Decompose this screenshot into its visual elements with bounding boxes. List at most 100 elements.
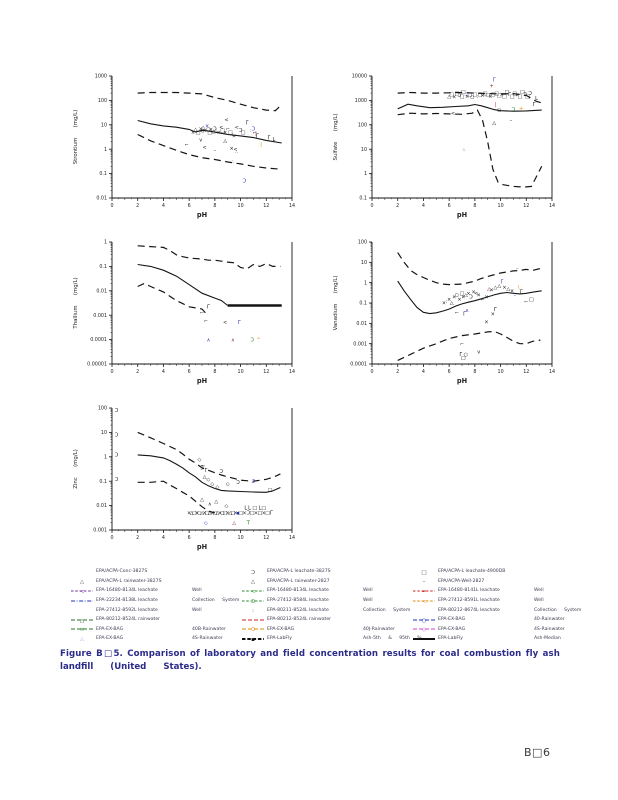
- sulfate-series: [397, 91, 542, 104]
- strontium-data-point: ⌐: [226, 126, 230, 132]
- vanadium-data-point: ○: [464, 352, 468, 358]
- thallium-x-axis-label: pH: [197, 377, 207, 385]
- sulfate-data-point: Γ: [508, 92, 511, 98]
- svg-text:□: □: [421, 570, 426, 576]
- legend-entry-label: EPA-27412-8584L leachate: [267, 598, 329, 604]
- sulfate-data-point: ×: [480, 93, 484, 99]
- strontium-data-point: ∴: [231, 159, 234, 165]
- sulfate-data-point: □: [454, 91, 459, 97]
- vanadium-data-point: Γ: [463, 311, 466, 317]
- strontium-data-point: <: [233, 147, 237, 153]
- legend-column-3: □ EPA/ACPA-L leachate-4900DB – EPA/ACPA-Wel…: [412, 567, 592, 644]
- strontium-data-point: :: [232, 132, 234, 138]
- strontium-data-point: ○: [206, 126, 210, 132]
- sulfate-data-point: :: [477, 94, 479, 100]
- zinc-data-point: △: [190, 511, 194, 517]
- legend-entry: △ EPA-80212-8524L rainwater: [70, 615, 235, 625]
- sulfate-data-point: □: [505, 90, 510, 96]
- sulfate-data-point: ∴: [462, 147, 465, 153]
- thallium-y-axis-label: Thallium (mg/L): [73, 277, 79, 329]
- strontium-data-point: □: [228, 130, 233, 136]
- sulfate-data-point: □: [467, 92, 472, 98]
- strontium-data-point: <: [219, 125, 223, 131]
- zinc-data-point: L: [248, 506, 251, 512]
- svg-text:○: ○: [422, 618, 427, 624]
- sulfate-data-point: ×: [500, 92, 504, 98]
- strontium-data-point: ×: [202, 128, 206, 134]
- legend-entry-site: Collection System: [534, 607, 582, 613]
- vanadium-data-point: Γ: [494, 307, 497, 313]
- vanadium-data-point: ×: [489, 287, 493, 293]
- svg-text:<: <: [251, 589, 256, 595]
- sulfate-series: [397, 109, 543, 188]
- legend-empty-marker: [70, 606, 96, 614]
- zinc-data-point: ×: [218, 511, 222, 517]
- legend-entry: < EPA-16480-8134L leachate Well: [241, 586, 406, 596]
- sulfate-data-point: □: [449, 92, 454, 98]
- svg-text:1: 1: [104, 454, 107, 460]
- zinc-data-point: Ɔ: [200, 466, 204, 472]
- legend-line-marker-icon: [241, 616, 267, 624]
- legend-entry-label: EPA/ACPA-Conc-3827S: [96, 569, 148, 575]
- strontium-y-axis-label: Strontium (mg/L): [73, 110, 79, 165]
- zinc-data-point: Ɔ: [115, 477, 119, 483]
- legend-line-marker-icon: <: [241, 587, 267, 595]
- strontium-data-point: □: [241, 130, 246, 136]
- strontium-data-point: △: [201, 125, 205, 131]
- sulfate-data-point: △: [492, 121, 496, 127]
- strontium-data-point: ⌐: [184, 142, 188, 148]
- svg-text:Ɔ: Ɔ: [251, 570, 255, 576]
- svg-text:10: 10: [498, 203, 504, 209]
- svg-text:10: 10: [238, 535, 244, 541]
- svg-text:10: 10: [361, 147, 367, 153]
- svg-text:0.1: 0.1: [359, 301, 367, 307]
- vanadium-data-point: ⌐: [460, 341, 464, 347]
- strontium-data-point: –: [214, 148, 217, 154]
- sulfate-data-point: +: [489, 83, 493, 89]
- zinc-data-point: Ɔ: [115, 453, 119, 459]
- sulfate-data-point: □: [517, 94, 522, 100]
- thallium-series: [137, 263, 229, 306]
- figure-legend: EPA/ACPA-Conc-3827S △ EPA/ACPA-L rainwater…: [70, 567, 595, 644]
- sulfate-data-point: □: [485, 92, 490, 98]
- zinc-data-point: Γ: [204, 468, 207, 474]
- zinc-data-point: △: [203, 475, 207, 481]
- thallium-data-point: ⌐: [200, 310, 204, 316]
- strontium-data-point: Ɔ: [252, 126, 256, 132]
- sulfate-data-point: □: [525, 94, 530, 100]
- zinc-data-point: △: [200, 511, 204, 517]
- sulfate-data-point: ○: [470, 95, 474, 101]
- svg-text:0.01: 0.01: [96, 503, 107, 509]
- vanadium-data-point: ×: [466, 291, 470, 297]
- legend-entry-label: EPA/ACPA-L rainwater-3827S: [96, 578, 162, 584]
- svg-text:12: 12: [263, 369, 269, 375]
- svg-text:2: 2: [136, 203, 139, 209]
- thallium-data-point: ∧: [231, 337, 235, 343]
- sulfate-data-point: □: [502, 94, 507, 100]
- zinc-data-point: ◇: [215, 484, 219, 490]
- svg-text:0.0001: 0.0001: [90, 337, 107, 343]
- zinc-data-point: L: [244, 506, 247, 512]
- strontium-data-point: ∴: [235, 149, 238, 155]
- sulfate-plot: 10000 1000 100 10 1 0.10 2 4 6 8 10 12 14 Sulfate (mg…: [333, 74, 555, 219]
- strontium-data-point: △: [223, 139, 227, 145]
- vanadium-data-point: ×: [484, 295, 488, 301]
- legend-entry: ○ EPA-EX-BAG 40-Rainwater: [412, 615, 592, 625]
- svg-text:◇: ◇: [422, 627, 427, 633]
- strontium-data-point: ×: [229, 146, 233, 152]
- strontium-data-point: L: [273, 137, 276, 143]
- svg-text:6: 6: [448, 369, 451, 375]
- zinc-data-point: △: [214, 499, 218, 505]
- legend-symbol-icon: □: [412, 568, 438, 576]
- page-number: B□6: [524, 746, 551, 759]
- strontium-data-point: △: [194, 127, 198, 133]
- vanadium-data-point: ⌐: [524, 299, 528, 305]
- legend-entry-label: EPA/ACPA-L leachate-3827S: [267, 569, 331, 575]
- strontium-x-axis-label: pH: [197, 211, 207, 219]
- legend-entry: EPA-LabFly Ash-Median: [412, 634, 592, 644]
- legend-entry: < EPA-16480-8134L leachate Well: [70, 586, 235, 596]
- legend-entry-site: Well: [534, 598, 544, 604]
- legend-line-marker-icon: ◇: [412, 625, 438, 633]
- zinc-data-point: Ɔ: [220, 469, 224, 475]
